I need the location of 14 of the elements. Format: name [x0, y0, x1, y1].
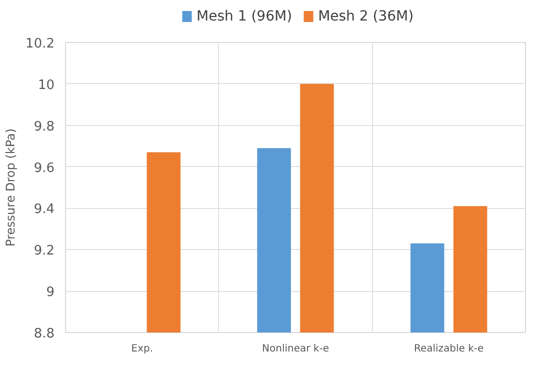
y-tick-label: 10.2 — [26, 36, 55, 52]
x-tick-label: Realizable k-e — [414, 344, 484, 354]
y-tick-label: 9.2 — [34, 244, 55, 259]
y-tick-label: 8.8 — [34, 326, 55, 342]
y-tick-label: 10 — [38, 78, 55, 93]
y-axis-title: Pressure Drop (kPa) — [4, 128, 18, 247]
y-tick-label: 9 — [46, 285, 55, 300]
y-tick-label: 9.6 — [34, 160, 55, 176]
legend-label: Mesh 1 (96M) — [196, 8, 292, 24]
y-tick-label: 9.4 — [34, 202, 55, 218]
x-tick-label: Exp. — [131, 344, 154, 354]
legend-label: Mesh 2 (36M) — [318, 8, 414, 24]
x-tick-label: Nonlinear k-e — [262, 344, 329, 354]
y-tick-label: 9.8 — [34, 119, 55, 134]
